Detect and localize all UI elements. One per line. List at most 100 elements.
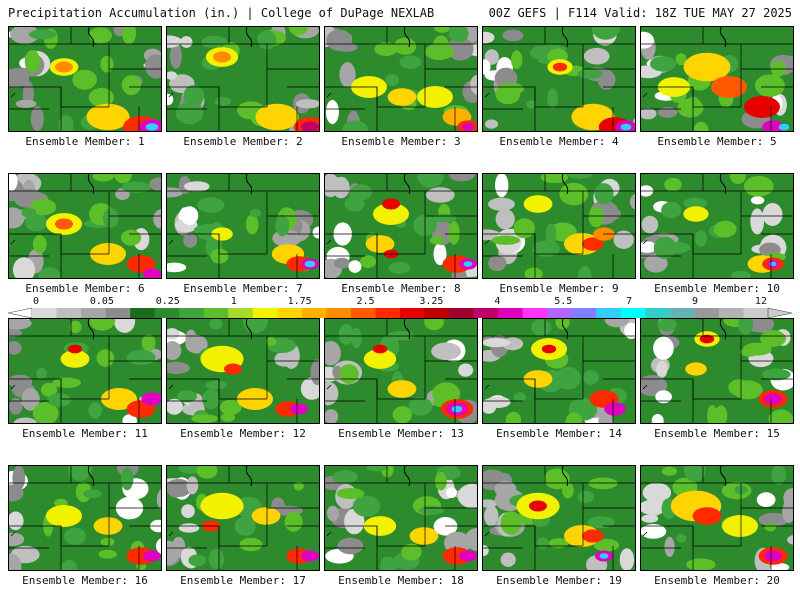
- light-precip-area: [577, 69, 604, 79]
- ensemble-member-label: Ensemble Member: 8: [341, 282, 461, 295]
- precip-contour: [463, 261, 473, 267]
- light-precip-area: [738, 319, 753, 335]
- precip-contour: [744, 96, 780, 118]
- precip-map: [483, 27, 635, 131]
- light-precip-area: [500, 511, 522, 535]
- precip-contour: [143, 550, 161, 562]
- light-precip-area: [214, 96, 231, 106]
- dry-area: [641, 31, 654, 49]
- state-boundary: [534, 87, 583, 108]
- dry-area: [446, 37, 474, 61]
- precip-map: [641, 174, 793, 278]
- precip-contour: [459, 550, 477, 562]
- light-precip-area: [578, 265, 592, 278]
- dry-area: [641, 524, 667, 539]
- ensemble-map-frame: [640, 26, 794, 132]
- river-line: [403, 466, 411, 487]
- coast-line: [326, 531, 332, 537]
- light-precip-area: [513, 392, 526, 402]
- dry-area: [641, 241, 657, 253]
- light-precip-area: [234, 516, 256, 536]
- light-precip-area: [177, 390, 197, 403]
- light-precip-area: [338, 324, 354, 345]
- dry-area: [9, 174, 18, 191]
- coast-line: [10, 384, 16, 390]
- dry-area: [484, 119, 499, 129]
- ensemble-map-frame: [482, 26, 636, 132]
- dry-area: [183, 232, 198, 248]
- ensemble-member-label: Ensemble Member: 15: [654, 427, 780, 440]
- coast-line: [10, 239, 16, 245]
- river-line: [719, 319, 727, 340]
- light-precip-area: [293, 481, 304, 491]
- light-precip-area: [565, 412, 583, 423]
- coast-line: [326, 92, 332, 98]
- dry-area: [9, 319, 32, 330]
- ensemble-map-frame: [8, 173, 162, 279]
- light-precip-area: [513, 218, 535, 239]
- colorbar-swatch: [81, 308, 106, 318]
- precip-contour: [255, 103, 299, 131]
- precip-contour: [145, 123, 159, 131]
- river-line: [561, 466, 569, 487]
- light-precip-area: [661, 466, 678, 476]
- light-precip-area: [754, 74, 785, 97]
- dry-area: [641, 108, 657, 120]
- dry-area: [787, 535, 793, 545]
- ensemble-map-frame: [640, 173, 794, 279]
- light-precip-area: [351, 327, 362, 349]
- light-precip-area: [526, 100, 537, 109]
- light-precip-area: [577, 490, 594, 503]
- dry-area: [153, 209, 161, 229]
- light-precip-area: [537, 325, 550, 335]
- light-precip-area: [417, 174, 444, 188]
- dry-area: [758, 512, 789, 527]
- light-precip-area: [102, 208, 119, 228]
- coast-line: [484, 239, 490, 245]
- ensemble-map-frame: [640, 318, 794, 424]
- light-precip-area: [288, 27, 308, 36]
- precip-contour: [685, 362, 707, 376]
- light-precip-area: [434, 27, 451, 33]
- dry-area: [348, 260, 362, 273]
- colorbar-swatch: [105, 308, 131, 318]
- light-precip-area: [339, 364, 359, 384]
- ensemble-map-frame: [324, 465, 478, 571]
- dry-area: [169, 43, 182, 69]
- dry-area: [178, 523, 200, 533]
- dry-area: [274, 351, 294, 367]
- precip-contour: [523, 195, 553, 213]
- river-line: [719, 174, 727, 195]
- dry-area: [762, 203, 783, 226]
- state-boundary: [218, 526, 267, 547]
- light-precip-area: [88, 87, 114, 107]
- colorbar-swatch: [547, 308, 573, 318]
- dry-area: [641, 514, 659, 523]
- precip-map: [9, 174, 161, 278]
- dry-area: [750, 208, 765, 235]
- dry-area: [446, 487, 457, 499]
- precip-map: [641, 319, 793, 423]
- coast-line: [484, 92, 490, 98]
- ensemble-member-label: Ensemble Member: 10: [654, 282, 780, 295]
- coast-line: [642, 531, 648, 537]
- ensemble-member-label: Ensemble Member: 14: [496, 427, 622, 440]
- dry-area: [9, 511, 24, 531]
- light-precip-area: [24, 50, 41, 73]
- precip-contour: [60, 350, 90, 368]
- state-boundary: [376, 379, 425, 400]
- precip-contour: [290, 403, 308, 415]
- light-precip-area: [24, 213, 48, 232]
- state-boundary: [692, 379, 741, 400]
- river-line: [403, 319, 411, 340]
- precip-map: [641, 27, 793, 131]
- dry-area: [168, 486, 180, 498]
- precip-contour: [141, 392, 161, 406]
- colorbar-swatch: [252, 308, 278, 318]
- light-precip-area: [374, 42, 398, 56]
- colorbar-tick-label: 1: [230, 296, 237, 307]
- coast-line: [484, 384, 490, 390]
- dry-area: [149, 177, 161, 191]
- colorbar-swatch: [645, 308, 671, 318]
- precip-map: [9, 319, 161, 423]
